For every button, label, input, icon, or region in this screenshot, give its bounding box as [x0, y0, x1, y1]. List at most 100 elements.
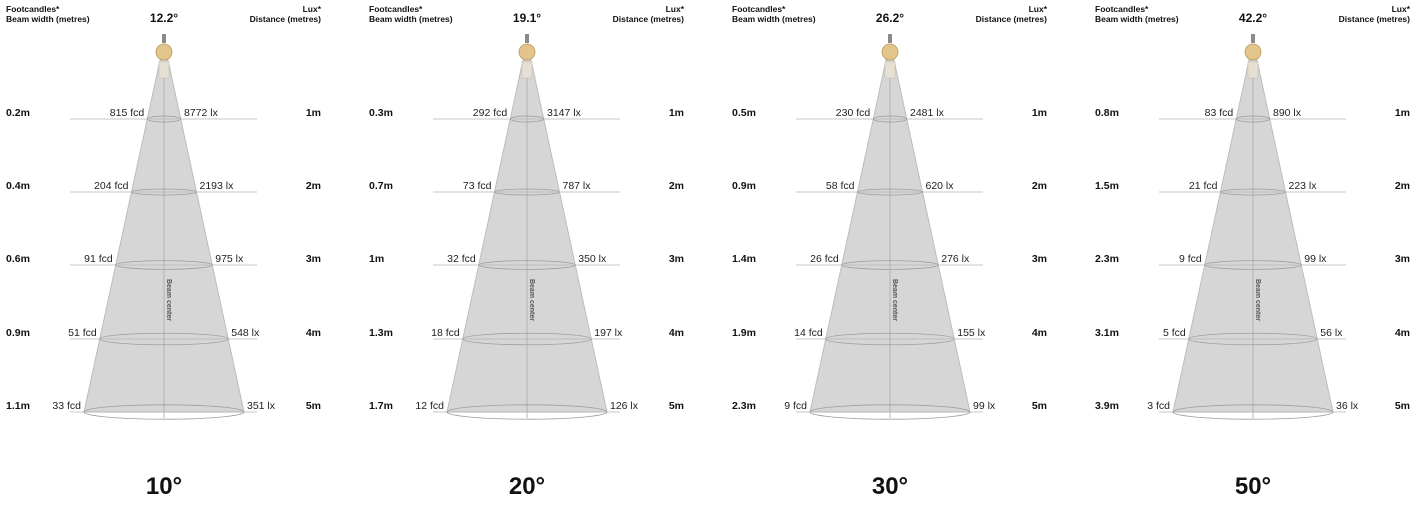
- lamp-stem: [525, 34, 529, 43]
- footcandle-value: 32 fcd: [447, 253, 476, 265]
- lux-value: 276 lx: [941, 253, 970, 265]
- distance-header: Distance (metres): [1339, 14, 1411, 24]
- beam-width-value: 0.5m: [732, 107, 756, 119]
- distance-value: 1m: [306, 107, 321, 119]
- lamp-head: [1244, 43, 1262, 61]
- distance-value: 2m: [306, 180, 321, 192]
- distance-value: 5m: [306, 400, 321, 412]
- footcandle-value: 58 fcd: [826, 180, 855, 192]
- distance-value: 3m: [306, 253, 321, 265]
- footcandle-value: 26 fcd: [810, 253, 839, 265]
- beam-ellipse: [446, 404, 608, 420]
- lux-value: 36 lx: [1336, 400, 1359, 412]
- distance-value: 4m: [1032, 327, 1047, 339]
- lamp-neck: [521, 61, 533, 79]
- beam-ellipse: [1220, 188, 1286, 196]
- beam-ellipse: [478, 260, 576, 270]
- lux-header: Lux*: [303, 4, 322, 14]
- beam-ellipse: [857, 188, 923, 196]
- beam-width-value: 1m: [369, 253, 384, 265]
- beam-width-value: 1.4m: [732, 253, 756, 265]
- beam-ellipse: [1235, 115, 1271, 123]
- lux-value: 3147 lx: [547, 107, 582, 119]
- footcandle-value: 21 fcd: [1189, 180, 1218, 192]
- footcandle-value: 18 fcd: [431, 327, 460, 339]
- beam-ellipse: [83, 404, 245, 420]
- distance-value: 1m: [1032, 107, 1047, 119]
- footcandle-value: 73 fcd: [463, 180, 492, 192]
- lux-value: 975 lx: [215, 253, 244, 265]
- footcandle-value: 292 fcd: [473, 107, 508, 119]
- lux-value: 890 lx: [1273, 107, 1302, 119]
- lamp-stem: [162, 34, 166, 43]
- footcandle-value: 9 fcd: [784, 400, 807, 412]
- distance-value: 3m: [669, 253, 684, 265]
- beam-angle-title: 30°: [872, 473, 908, 500]
- beam-ellipse: [146, 115, 182, 123]
- distance-value: 1m: [1395, 107, 1410, 119]
- lamp-neck: [884, 61, 896, 79]
- distance-value: 2m: [1395, 180, 1410, 192]
- beam-ellipse: [872, 115, 908, 123]
- beam-ellipse: [99, 332, 229, 346]
- lux-value: 99 lx: [973, 400, 996, 412]
- distance-value: 4m: [1395, 327, 1410, 339]
- footcandles-header: Footcandles*: [732, 4, 786, 14]
- beam-ellipse: [494, 188, 560, 196]
- distance-value: 4m: [669, 327, 684, 339]
- footcandle-value: 51 fcd: [68, 327, 97, 339]
- lux-value: 351 lx: [247, 400, 276, 412]
- lamp-stem: [888, 34, 892, 43]
- beam-width-value: 1.7m: [369, 400, 393, 412]
- lux-value: 197 lx: [594, 327, 623, 339]
- distance-value: 1m: [669, 107, 684, 119]
- distance-value: 5m: [669, 400, 684, 412]
- footcandle-value: 815 fcd: [110, 107, 145, 119]
- beam-width-value: 1.3m: [369, 327, 393, 339]
- beam-width-value: 1.5m: [1095, 180, 1119, 192]
- lamp-head: [155, 43, 173, 61]
- footcandles-header: Footcandles*: [1095, 4, 1149, 14]
- beam-ellipse: [462, 332, 592, 346]
- footcandle-value: 9 fcd: [1179, 253, 1202, 265]
- beam-angle-title: 20°: [509, 473, 545, 500]
- lamp-neck: [1247, 61, 1259, 79]
- lux-value: 99 lx: [1304, 253, 1327, 265]
- beam-ellipse: [1188, 332, 1318, 346]
- beam-ellipse: [809, 404, 971, 420]
- beam-angle-title: 10°: [146, 473, 182, 500]
- distance-value: 3m: [1032, 253, 1047, 265]
- footcandles-header: Footcandles*: [6, 4, 60, 14]
- lux-value: 620 lx: [926, 180, 955, 192]
- beam-width-value: 2.3m: [1095, 253, 1119, 265]
- distance-header: Distance (metres): [250, 14, 322, 24]
- beam-width-value: 1.1m: [6, 400, 30, 412]
- distance-value: 4m: [306, 327, 321, 339]
- lux-value: 126 lx: [610, 400, 639, 412]
- footcandle-value: 33 fcd: [52, 400, 81, 412]
- footcandle-value: 14 fcd: [794, 327, 823, 339]
- footcandle-value: 230 fcd: [836, 107, 871, 119]
- beam-ellipse: [509, 115, 545, 123]
- beam-width-value: 0.2m: [6, 107, 30, 119]
- distance-value: 5m: [1032, 400, 1047, 412]
- footcandle-value: 91 fcd: [84, 253, 113, 265]
- beam-ellipse: [1172, 404, 1334, 420]
- lux-value: 56 lx: [1320, 327, 1343, 339]
- lamp-head: [518, 43, 536, 61]
- beam-angle-value: 12.2°: [150, 11, 178, 25]
- beam-ellipse: [131, 188, 197, 196]
- beam-angle-value: 19.1°: [513, 11, 541, 25]
- lamp-stem: [1251, 34, 1255, 43]
- beam-width-value: 3.1m: [1095, 327, 1119, 339]
- beam-width-value: 1.9m: [732, 327, 756, 339]
- lux-value: 2481 lx: [910, 107, 945, 119]
- beam-width-value: 0.6m: [6, 253, 30, 265]
- beam-ellipse: [841, 260, 939, 270]
- beam-width-value: 3.9m: [1095, 400, 1119, 412]
- lux-value: 8772 lx: [184, 107, 219, 119]
- beam-width-header: Beam width (metres): [732, 14, 816, 24]
- distance-header: Distance (metres): [613, 14, 685, 24]
- footcandle-value: 5 fcd: [1163, 327, 1186, 339]
